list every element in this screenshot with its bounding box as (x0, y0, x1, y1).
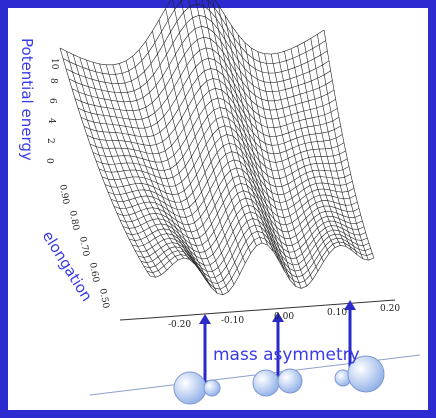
elongation-tick: 0.90 (57, 184, 70, 206)
elongation-tick: 0.50 (97, 288, 110, 310)
asymmetry-label: mass asymmetry (213, 345, 360, 365)
mesh-line (297, 45, 352, 251)
mesh-line (79, 57, 168, 271)
mesh-line (251, 48, 313, 280)
mesh-line (290, 48, 347, 247)
mesh-line (212, 0, 280, 261)
mesh-line (172, 0, 246, 264)
mesh-line (317, 34, 369, 261)
mesh-line (66, 51, 156, 278)
energy-tick: 8 (48, 78, 58, 84)
mesh-line (257, 51, 319, 272)
mesh-line (237, 34, 302, 289)
mesh-line (62, 0, 326, 75)
mesh-line (201, 0, 268, 246)
energy-label: Potential energy (18, 38, 36, 161)
mesh-line (180, 0, 252, 254)
mesh-line (195, 0, 263, 244)
mesh-line (59, 0, 325, 66)
energy-tick: 0 (44, 158, 54, 164)
mesh-line (224, 15, 291, 281)
asymmetry-tick: -0.20 (168, 320, 191, 330)
base-axis (119, 299, 396, 321)
mesh-line (165, 8, 240, 275)
mesh-line (277, 53, 336, 248)
mesh-line (86, 59, 173, 265)
mesh-line (99, 63, 184, 259)
mesh-line (231, 25, 296, 287)
mesh-line (105, 64, 190, 260)
asymmetry-tick: 0.10 (327, 308, 347, 318)
mesh-line (138, 49, 218, 294)
asymmetry-tick: -0.10 (221, 316, 244, 326)
asymmetry-tick: 0.20 (380, 304, 400, 314)
mesh-line (132, 56, 212, 289)
mesh-line (92, 62, 179, 261)
mesh-line (125, 60, 207, 281)
mesh-line (323, 29, 375, 259)
elongation-tick: 0.70 (77, 236, 90, 258)
mesh-line (270, 53, 330, 254)
mesh-line (207, 0, 274, 252)
energy-tick: 10 (49, 58, 59, 70)
mesh-line (158, 19, 235, 285)
asymmetry-tick: 0.00 (274, 312, 294, 322)
mesh-line (112, 64, 196, 265)
mesh-line (264, 53, 324, 262)
energy-tick: 6 (47, 98, 57, 104)
mesh-line (145, 41, 224, 295)
nuclei (173, 355, 385, 405)
arrows (203, 306, 352, 385)
mesh-line (119, 63, 201, 272)
mesh-line (244, 42, 308, 287)
mesh-line (303, 42, 358, 255)
mesh-line (72, 54, 162, 276)
mesh-line (310, 38, 364, 259)
mesh-line (152, 31, 229, 292)
elongation-tick: 0.60 (87, 262, 100, 284)
mesh-line (218, 4, 285, 271)
energy-tick: 2 (45, 138, 55, 144)
mesh-line (284, 51, 341, 246)
arrowheads (199, 300, 356, 324)
energy-tick: 4 (46, 118, 56, 124)
elongation-tick: 0.80 (67, 210, 80, 232)
surface-mesh (59, 0, 375, 296)
mesh-line (59, 47, 151, 277)
mesh-line (188, 0, 257, 246)
